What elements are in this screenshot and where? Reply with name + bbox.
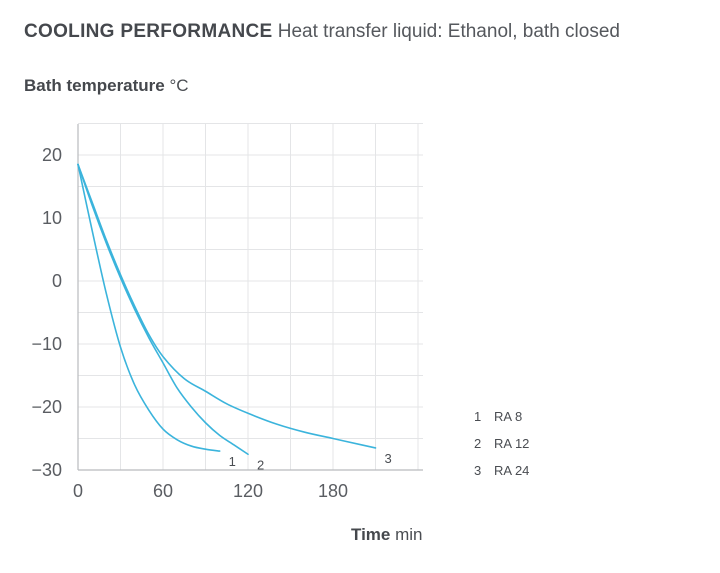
series-line-ra-8 (77, 163, 221, 452)
y-tick-label: −20 (31, 397, 62, 417)
legend-item-ra-12: 2 RA 12 (474, 430, 529, 457)
x-axis-unit: min (395, 525, 423, 544)
y-axis-title: Bath temperature °C (24, 76, 189, 96)
series-line-ra-12 (77, 163, 249, 456)
y-axis-label: Bath temperature (24, 76, 165, 95)
chart-title: COOLING PERFORMANCE (24, 21, 273, 42)
x-tick-label: 120 (233, 481, 263, 501)
x-tick-label: 60 (153, 481, 173, 501)
legend-number: 3 (474, 463, 482, 478)
legend-number: 1 (474, 409, 482, 424)
x-tick-label: 0 (73, 481, 83, 501)
tick-labels: 20 10 0 −10 −20 −30 0 60 120 180 (31, 145, 348, 501)
y-tick-label: −30 (31, 460, 62, 480)
series-end-label-ra-8: 1 (229, 454, 236, 469)
legend-item-ra-8: 1 RA 8 (474, 403, 529, 430)
y-axis-unit: °C (169, 76, 189, 95)
legend-label: RA 24 (494, 463, 530, 478)
legend-label: RA 12 (494, 436, 530, 451)
y-tick-label: 10 (42, 208, 62, 228)
legend-label: RA 8 (494, 409, 523, 424)
series (77, 163, 377, 456)
y-tick-label: 20 (42, 145, 62, 165)
x-tick-label: 180 (318, 481, 348, 501)
legend: 1 RA 8 2 RA 12 3 RA 24 (474, 403, 529, 484)
legend-number: 2 (474, 436, 482, 451)
chart-header: COOLING PERFORMANCE Heat transfer liquid… (24, 21, 620, 43)
x-axis-label: Time (351, 525, 391, 544)
chart-subtitle: Heat transfer liquid: Ethanol, bath clos… (277, 21, 620, 42)
series-end-labels: 1 2 3 (229, 451, 392, 472)
legend-item-ra-24: 3 RA 24 (474, 457, 529, 484)
grid (78, 123, 423, 470)
x-axis-title: Time min (351, 525, 423, 545)
y-tick-label: 0 (52, 271, 62, 291)
series-line-ra-24 (77, 163, 377, 449)
series-end-label-ra-24: 3 (385, 451, 392, 466)
y-tick-label: −10 (31, 334, 62, 354)
axes (77, 124, 423, 471)
series-end-label-ra-12: 2 (257, 457, 264, 472)
